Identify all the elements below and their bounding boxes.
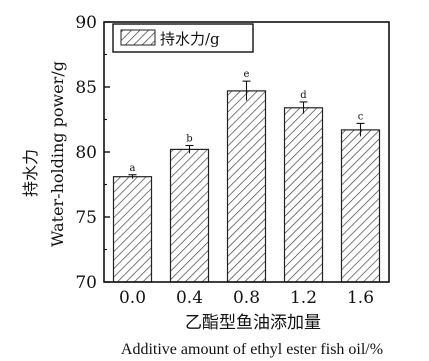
x-tick-label: 1.6 <box>347 288 374 308</box>
legend: 持水力/g <box>112 23 254 53</box>
bar <box>283 107 324 283</box>
x-axis-title-en: Additive amount of ethyl ester fish oil/… <box>121 341 383 358</box>
legend-label: 持水力/g <box>160 30 220 48</box>
y-axis: 70 75 80 85 90 <box>75 13 110 293</box>
bar <box>112 176 153 283</box>
bar <box>340 129 381 283</box>
significance-label: b <box>186 134 192 145</box>
plot-frame <box>103 21 390 283</box>
y-tick-label: 90 <box>75 13 97 33</box>
y-tick-label: 85 <box>75 78 97 98</box>
bars: a b e d c <box>112 69 381 283</box>
significance-label: a <box>130 163 136 174</box>
y-tick-label: 75 <box>75 208 97 228</box>
significance-label: d <box>300 90 307 101</box>
y-tick-label: 70 <box>75 273 97 293</box>
x-tick-label: 0.4 <box>176 288 203 308</box>
legend-box <box>112 23 254 53</box>
x-axis-title-cn: 乙酯型鱼油添加量 <box>185 313 321 333</box>
bar <box>169 148 210 283</box>
significance-label: e <box>244 69 250 80</box>
x-tick-label: 1.2 <box>290 288 317 308</box>
y-axis-title-en: Water-holding power/g <box>48 61 67 247</box>
x-tick-label: 0.8 <box>233 288 260 308</box>
x-tick-label: 0.0 <box>119 288 146 308</box>
bar <box>226 90 267 283</box>
significance-label: c <box>358 111 364 122</box>
y-tick-label: 80 <box>75 143 97 163</box>
legend-swatch <box>120 29 156 46</box>
y-axis-title-cn: 持水力 <box>21 149 40 197</box>
